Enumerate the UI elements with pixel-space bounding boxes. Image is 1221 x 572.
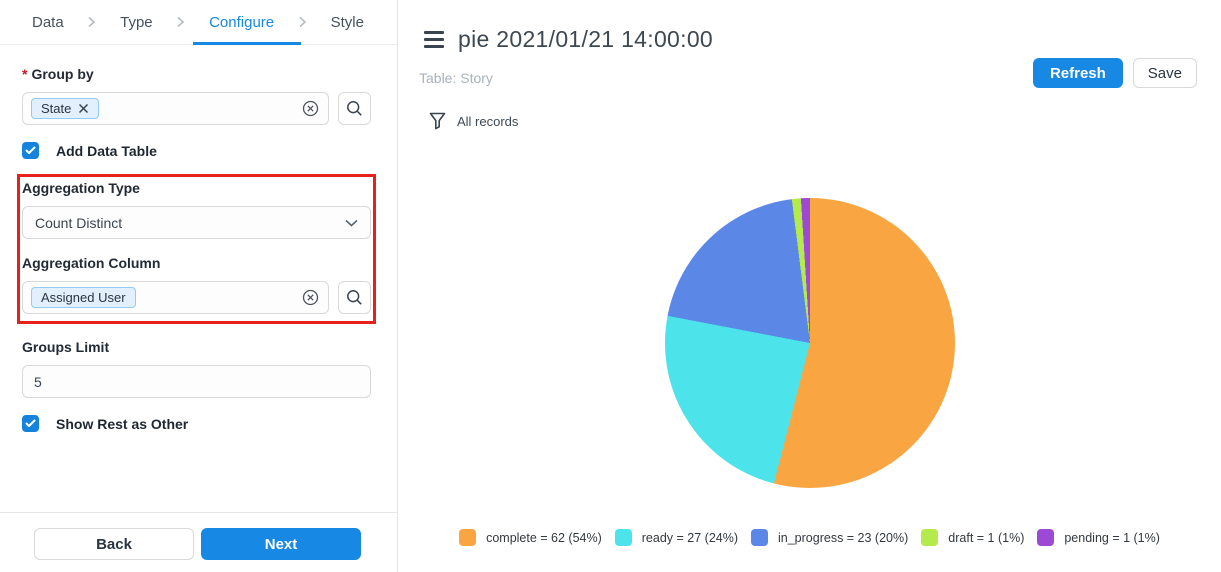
chevron-down-icon	[345, 219, 358, 227]
aggregation-column-search-button[interactable]	[338, 281, 371, 314]
records-filter[interactable]: All records	[429, 112, 518, 130]
back-button[interactable]: Back	[34, 528, 194, 560]
next-button[interactable]: Next	[201, 528, 361, 560]
save-button[interactable]: Save	[1132, 58, 1197, 88]
chart-title: pie 2021/01/21 14:00:00	[458, 26, 714, 52]
legend-item-complete[interactable]: complete = 62 (54%)	[459, 529, 602, 546]
legend-swatch	[1037, 529, 1055, 546]
legend-swatch	[921, 529, 939, 546]
group-by-tag: State	[31, 98, 100, 119]
legend-label: complete = 62 (54%)	[486, 530, 602, 545]
add-data-table-label: Add Data Table	[56, 142, 157, 159]
clear-icon[interactable]	[302, 100, 319, 117]
add-data-table-checkbox[interactable]	[22, 142, 39, 159]
aggregation-type-select[interactable]: Count Distinct	[22, 206, 371, 239]
show-rest-as-other-checkbox[interactable]	[22, 415, 39, 432]
legend-swatch	[614, 529, 632, 546]
breadcrumb: Data Type Configure Style	[0, 0, 397, 45]
group-by-input[interactable]: State	[22, 92, 329, 125]
legend-label: in_progress = 23 (20%)	[778, 530, 909, 545]
aggregation-type-label: Aggregation Type	[22, 180, 140, 196]
table-subtitle: Table: Story	[419, 70, 493, 86]
refresh-button[interactable]: Refresh	[1032, 58, 1123, 88]
chevron-right-icon	[176, 16, 185, 28]
legend-item-draft[interactable]: draft = 1 (1%)	[921, 529, 1024, 546]
pie-chart[interactable]	[664, 198, 955, 488]
clear-icon[interactable]	[302, 289, 319, 306]
aggregation-column-tag: Assigned User	[31, 287, 136, 308]
configure-sidebar: Data Type Configure Style * Group by Stat…	[0, 0, 398, 572]
records-filter-label: All records	[457, 113, 519, 129]
breadcrumb-step-style[interactable]: Style	[330, 13, 364, 31]
chart-preview-panel: pie 2021/01/21 14:00:00 Table: Story Ref…	[398, 0, 1221, 572]
breadcrumb-step-configure[interactable]: Configure	[209, 13, 275, 31]
highlight-rectangle: Aggregation Type Count Distinct Aggregat…	[17, 174, 376, 324]
legend-label: draft = 1 (1%)	[948, 530, 1025, 545]
groups-limit-label: Groups Limit	[22, 339, 110, 355]
group-by-search-button[interactable]	[338, 92, 371, 125]
active-step-underline	[193, 42, 301, 45]
groups-limit-input[interactable]	[22, 365, 371, 398]
chevron-right-icon	[87, 16, 96, 28]
required-asterisk: *	[22, 66, 28, 82]
group-by-label: * Group by	[22, 66, 94, 82]
legend-item-ready[interactable]: ready = 27 (24%)	[614, 529, 738, 546]
wizard-footer: Back Next	[0, 512, 397, 572]
configure-form: * Group by State Add Data Table Aggregati…	[0, 45, 397, 512]
filter-icon	[429, 112, 446, 130]
close-icon[interactable]	[78, 103, 89, 114]
legend-swatch	[751, 529, 768, 546]
menu-icon[interactable]	[424, 29, 444, 50]
aggregation-column-label: Aggregation Column	[22, 255, 161, 271]
chevron-right-icon	[298, 16, 307, 28]
breadcrumb-step-data[interactable]: Data	[32, 13, 64, 31]
show-rest-as-other-label: Show Rest as Other	[56, 415, 189, 432]
legend-item-in-progress[interactable]: in_progress = 23 (20%)	[751, 529, 908, 546]
legend-swatch	[459, 529, 477, 546]
legend-item-pending[interactable]: pending = 1 (1%)	[1037, 529, 1160, 546]
chart-legend: complete = 62 (54%) ready = 27 (24%) in_…	[398, 529, 1221, 546]
legend-label: pending = 1 (1%)	[1064, 530, 1160, 545]
legend-label: ready = 27 (24%)	[641, 530, 738, 545]
breadcrumb-step-type[interactable]: Type	[120, 13, 153, 31]
aggregation-column-input[interactable]: Assigned User	[22, 281, 329, 314]
